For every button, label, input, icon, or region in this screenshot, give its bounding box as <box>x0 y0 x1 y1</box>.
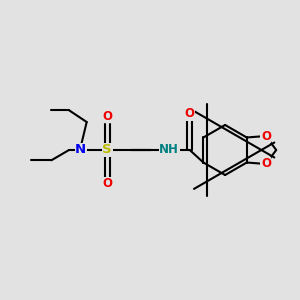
Text: O: O <box>185 107 195 120</box>
Text: N: N <box>75 143 86 157</box>
Text: NH: NH <box>159 143 179 157</box>
Text: O: O <box>102 177 112 190</box>
Text: O: O <box>102 110 112 123</box>
Text: O: O <box>261 130 271 142</box>
Text: O: O <box>261 158 271 170</box>
Text: S: S <box>103 143 112 157</box>
